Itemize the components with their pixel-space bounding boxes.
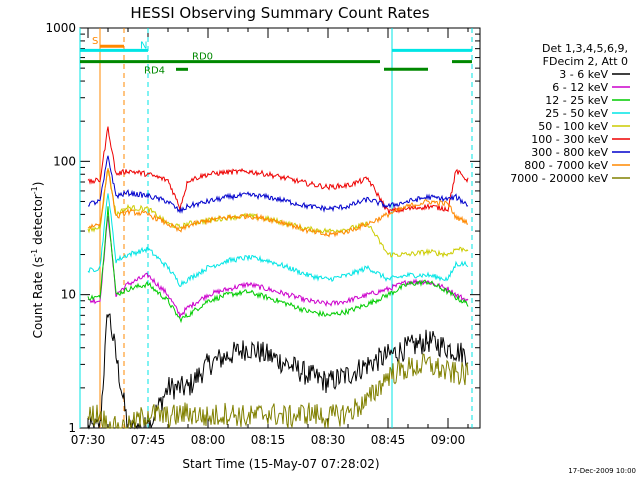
- series-line: [87, 168, 469, 259]
- series-line: [87, 193, 469, 288]
- y-tick-label: 10: [61, 288, 76, 302]
- legend-label: 12 - 25 keV: [545, 94, 608, 107]
- series-line: [87, 353, 469, 429]
- x-tick-label: 08:15: [251, 433, 286, 447]
- plot-area: 1 10 100 1000 07:30 07:45 08:00 08:15 08:30 08:45…: [45, 21, 481, 447]
- y-tick-label: 100: [53, 154, 76, 168]
- footer-date: 17-Dec-2009 10:00: [568, 467, 636, 475]
- series-line: [87, 206, 469, 324]
- legend-label: 6 - 12 keV: [552, 81, 608, 94]
- svg-text:Count Rate (s-1 detector-1): Count Rate (s-1 detector-1): [30, 182, 45, 339]
- y-tick-label: 1: [68, 421, 76, 435]
- chart-title: HESSI Observing Summary Count Rates: [130, 4, 429, 22]
- annotation-label: RD4: [144, 65, 165, 76]
- legend-label: 800 - 7000 keV: [524, 159, 608, 172]
- x-tick-label: 08:30: [311, 433, 346, 447]
- legend-label: 25 - 50 keV: [545, 107, 608, 120]
- series-line: [87, 126, 469, 215]
- legend-label: 3 - 6 keV: [559, 68, 608, 81]
- x-tick-label: 07:30: [71, 433, 106, 447]
- y-tick-label: 1000: [45, 21, 76, 35]
- series-line: [87, 168, 468, 238]
- legend-header-line-1: Det 1,3,4,5,6,9,: [542, 42, 628, 55]
- x-tick-label: 08:45: [371, 433, 406, 447]
- x-tick-label: 09:00: [431, 433, 466, 447]
- y-axis-label: Count Rate (s-1 detector-1): [30, 182, 45, 339]
- legend-label: 50 - 100 keV: [538, 120, 608, 133]
- legend-label: 7000 - 20000 keV: [510, 172, 608, 185]
- annotation-label: RD0: [192, 52, 213, 63]
- x-tick-label: 08:00: [191, 433, 226, 447]
- x-tick-label: 07:45: [131, 433, 166, 447]
- plot-frame: [79, 27, 481, 429]
- legend-label: 300 - 800 keV: [531, 146, 608, 159]
- legend-label: 100 - 300 keV: [531, 133, 608, 146]
- annotation-label: S: [92, 36, 98, 47]
- series-line: [87, 216, 469, 318]
- legend-header-line-2: FDecim 2, Att 0: [543, 55, 628, 68]
- series-line: [87, 313, 469, 430]
- series-line: [88, 155, 469, 214]
- x-axis-label: Start Time (15-May-07 07:28:02): [182, 457, 379, 471]
- annotation-label: N: [140, 40, 147, 51]
